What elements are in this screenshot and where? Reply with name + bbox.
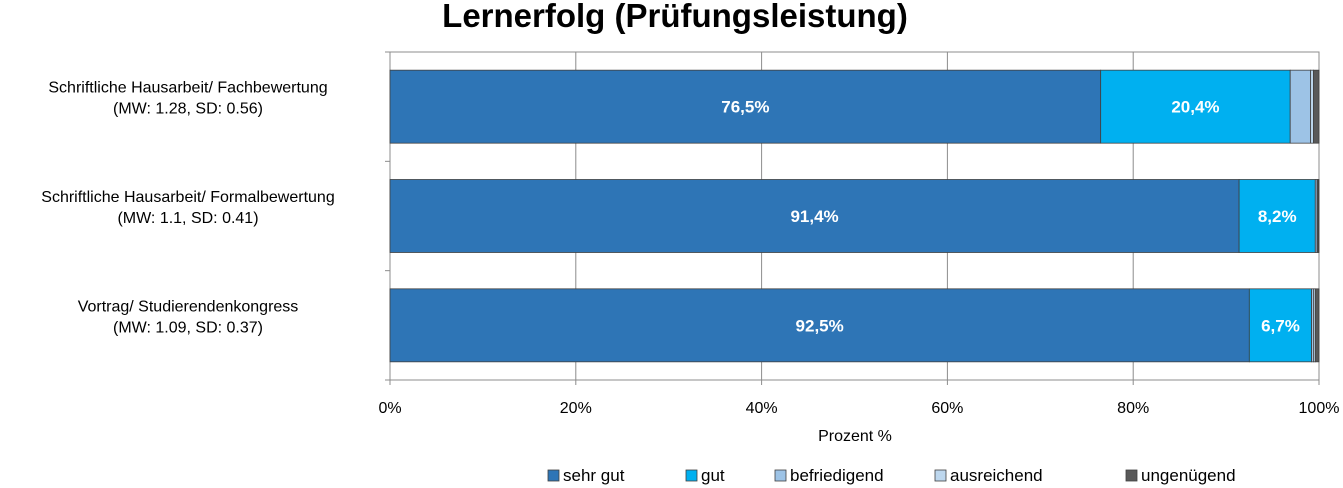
- x-tick-label: 80%: [1117, 400, 1149, 417]
- plot-area: 0% 20% 40% 60% 80% 100% 76,5% 20,4% Schriftliche…: [41, 51, 1340, 417]
- data-label: 76,5%: [721, 98, 769, 117]
- bar-segment-sehr-gut: [389, 288, 1250, 363]
- bar-segment-sehr-gut: [389, 69, 1102, 144]
- legend-label: gut: [701, 466, 725, 485]
- legend-item-ungenügend: ungenügend: [1125, 466, 1236, 485]
- legend-swatch: [685, 469, 698, 482]
- bar-segment-ungenügend: [1313, 69, 1320, 144]
- bar-segment-befriedigend: [1289, 69, 1312, 144]
- x-axis-label: Prozent %: [818, 428, 892, 445]
- data-label: 91,4%: [790, 207, 838, 226]
- bar-segment-ungenügend: [1317, 179, 1320, 253]
- data-label: 92,5%: [796, 316, 844, 335]
- legend-item-befriedigend: befriedigend: [774, 466, 884, 485]
- legend-swatch: [774, 469, 787, 482]
- bar-segment-gut: [1238, 179, 1316, 253]
- legend-label: befriedigend: [790, 466, 884, 485]
- bar-segment-sehr-gut: [389, 179, 1240, 253]
- legend-label: ausreichend: [950, 466, 1043, 485]
- x-tick-label: 0%: [378, 400, 401, 417]
- bar-segment-gut: [1100, 69, 1291, 144]
- chart-title: Lernerfolg (Prüfungsleistung): [442, 0, 908, 34]
- data-label: 6,7%: [1261, 316, 1300, 335]
- x-tick-label: 100%: [1299, 400, 1340, 417]
- legend-label: ungenügend: [1141, 466, 1236, 485]
- legend-swatch: [1125, 469, 1138, 482]
- x-tick-label: 20%: [560, 400, 592, 417]
- legend: sehr gut gut befriedigend ausreichend ungenü…: [547, 466, 1236, 485]
- legend-item-gut: gut: [685, 466, 725, 485]
- y-category-label: Schriftliche Hausarbeit/ Fachbewertung (M…: [48, 80, 327, 118]
- legend-swatch: [547, 469, 560, 482]
- bar-segment-ausreichend: [1310, 69, 1314, 144]
- legend-item-ausreichend: ausreichend: [934, 466, 1043, 485]
- x-tick-label: 60%: [931, 400, 963, 417]
- bar-segment-ungenügend: [1314, 288, 1320, 363]
- legend-item-sehr-gut: sehr gut: [547, 466, 625, 485]
- legend-swatch: [934, 469, 947, 482]
- data-label: 20,4%: [1171, 98, 1219, 117]
- x-tick-label: 40%: [746, 400, 778, 417]
- legend-label: sehr gut: [563, 466, 625, 485]
- data-label: 8,2%: [1258, 207, 1297, 226]
- y-category-label: Vortrag/ Studierendenkongress (MW: 1.09, …: [78, 298, 299, 336]
- y-category-label: Schriftliche Hausarbeit/ Formalbewertung…: [41, 189, 334, 227]
